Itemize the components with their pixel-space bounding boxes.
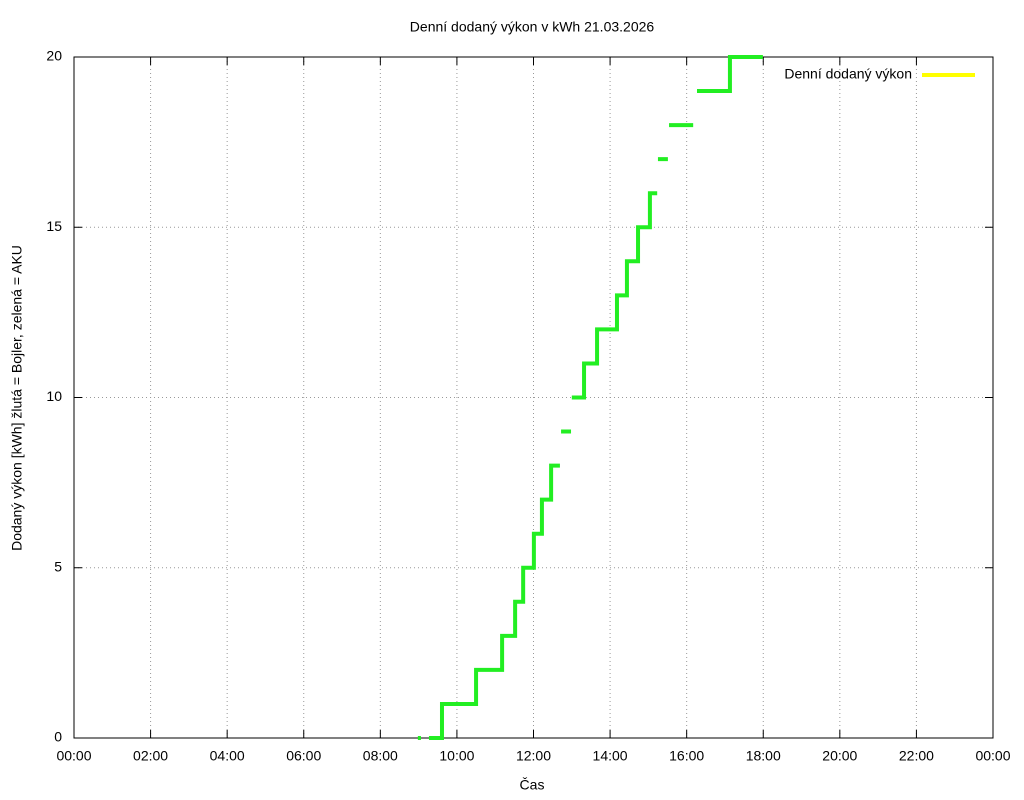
x-tick-label: 14:00	[593, 748, 628, 764]
x-tick-label: 02:00	[133, 748, 168, 764]
plot-frame	[73, 56, 994, 739]
x-tick-label: 06:00	[286, 748, 321, 764]
y-tick-label: 20	[46, 48, 62, 64]
x-tick-label: 16:00	[669, 748, 704, 764]
x-tick-label: 04:00	[210, 748, 245, 764]
chart-title: Denní dodaný výkon v kWh 21.03.2026	[410, 19, 655, 35]
x-tick-label: 22:00	[899, 748, 934, 764]
y-tick-label: 0	[54, 729, 62, 745]
x-tick-label: 20:00	[822, 748, 857, 764]
x-tick-label: 00:00	[975, 748, 1010, 764]
data-line	[417, 55, 763, 740]
y-axis-label: Dodaný výkon [kWh] žlutá = Bojler, zelen…	[9, 245, 25, 551]
x-tick-label: 10:00	[439, 748, 474, 764]
x-tick-label: 18:00	[746, 748, 781, 764]
x-tick-label: 12:00	[516, 748, 551, 764]
x-tick-label: 08:00	[363, 748, 398, 764]
x-tick-label: 00:00	[56, 748, 91, 764]
y-tick-label: 5	[54, 558, 62, 574]
y-tick-label: 15	[46, 218, 62, 234]
x-axis-label: Čas	[520, 777, 545, 793]
legend-label: Denní dodaný výkon	[784, 66, 912, 82]
y-tick-label: 10	[46, 388, 62, 404]
